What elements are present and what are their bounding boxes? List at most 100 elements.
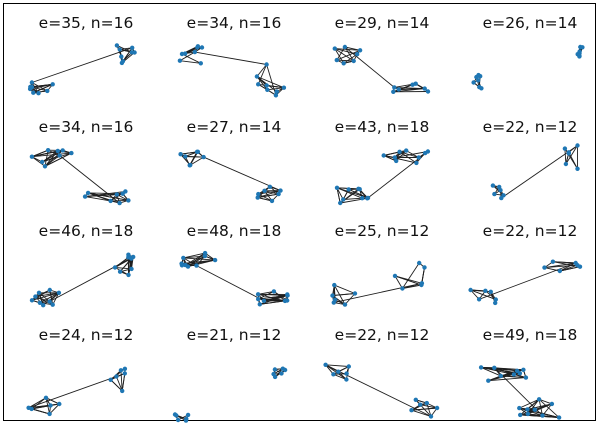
graph-node: [195, 44, 201, 49]
graph-node: [29, 406, 34, 412]
graph-edge: [115, 376, 123, 392]
graph-node: [202, 253, 208, 259]
figure-frame: e=35, n=16 e=34, n=16 e=29, n=14 e=26, n=14…: [3, 3, 596, 423]
graph-node: [285, 298, 290, 303]
graph-node: [256, 82, 261, 87]
graph-edge: [44, 150, 64, 167]
graph-edge: [411, 402, 427, 411]
graph-edge: [325, 364, 347, 380]
subplot-title: e=22, n=12: [334, 326, 430, 344]
graph-node: [272, 374, 278, 380]
graph-node: [525, 407, 530, 412]
graph-edge: [49, 256, 134, 302]
graph-edge: [31, 149, 49, 158]
graph-node: [400, 286, 405, 291]
graph-drawing: [468, 259, 583, 306]
graph-node: [410, 82, 415, 87]
graph-edge: [334, 48, 345, 64]
graph-node: [177, 58, 183, 63]
graph-edge: [267, 87, 284, 91]
graph-edge: [256, 76, 268, 91]
graph-node: [261, 298, 267, 303]
graph-edge: [31, 292, 60, 301]
subplot-title: e=22, n=12: [482, 118, 578, 136]
graph-node: [198, 61, 203, 66]
graph-node: [409, 408, 414, 413]
graph-node: [192, 49, 197, 55]
graph-node: [69, 150, 74, 156]
subplot-5: e=34, n=16: [12, 112, 160, 216]
graph-edge: [332, 295, 346, 305]
subplot-10: e=48, n=18: [160, 216, 308, 320]
graph-edge: [31, 403, 60, 410]
graph-node: [185, 412, 191, 418]
graph-node: [346, 364, 351, 369]
graph-node: [542, 265, 547, 270]
graph-node: [476, 297, 482, 302]
graph-node: [414, 160, 419, 166]
subplot-title: e=34, n=16: [186, 14, 282, 32]
graph-edge: [336, 59, 354, 62]
graph-edge: [31, 152, 72, 158]
graph-node: [179, 51, 185, 57]
graph-node: [60, 148, 65, 153]
graph-drawing: [490, 143, 580, 201]
graph-node: [476, 78, 481, 83]
graph-node: [518, 412, 523, 418]
graph-node: [29, 154, 35, 159]
graph-edge: [187, 255, 206, 267]
graph-node: [278, 188, 283, 193]
graph-node: [47, 287, 52, 293]
graph-node: [468, 287, 473, 293]
graph-node: [50, 302, 55, 307]
graph-node: [129, 50, 135, 55]
graph-node: [273, 93, 279, 98]
graph-node: [381, 153, 386, 158]
graph-node: [255, 292, 261, 297]
graph-node: [114, 374, 119, 379]
graph-drawing: [179, 250, 290, 307]
graph-node: [342, 302, 348, 307]
graph-edge: [87, 192, 111, 202]
graph-node: [55, 148, 60, 154]
graph-node: [201, 154, 206, 160]
graph-node: [342, 44, 348, 50]
graph-node: [36, 91, 41, 96]
graph-edge: [538, 398, 560, 418]
graph-node: [187, 163, 192, 168]
graph-edge: [42, 292, 60, 306]
graph-node: [47, 411, 52, 417]
graph-node: [199, 45, 205, 50]
graph-edge: [402, 284, 422, 289]
graph-edge: [488, 377, 526, 382]
graph-node: [119, 54, 124, 59]
graph-node: [344, 371, 349, 376]
graph-node: [360, 196, 365, 201]
subplot-title: e=29, n=14: [334, 14, 430, 32]
graph-node: [394, 158, 399, 164]
graph-node: [501, 193, 506, 198]
graph-edge: [28, 397, 47, 409]
graph-edge: [534, 403, 553, 411]
graph-node: [536, 397, 542, 402]
graph-node: [31, 90, 36, 95]
graph-node: [48, 403, 53, 408]
graph-edge: [470, 289, 496, 300]
graph-node: [566, 151, 571, 156]
graph-edge: [110, 379, 123, 392]
graph-node: [355, 52, 360, 57]
graph-node: [517, 371, 523, 376]
graph-edge: [264, 190, 279, 195]
graph-node: [123, 189, 128, 194]
graph-edge: [28, 376, 117, 409]
graph-node: [357, 48, 363, 53]
graph-node: [351, 58, 356, 64]
graph-node: [212, 257, 218, 263]
graph-edge: [85, 196, 111, 202]
graph-edge: [527, 398, 540, 410]
graph-edge: [395, 150, 407, 162]
graph-edge: [336, 187, 363, 199]
graph-edge: [39, 292, 60, 304]
graph-edge: [45, 397, 60, 405]
graph-node: [45, 88, 50, 94]
